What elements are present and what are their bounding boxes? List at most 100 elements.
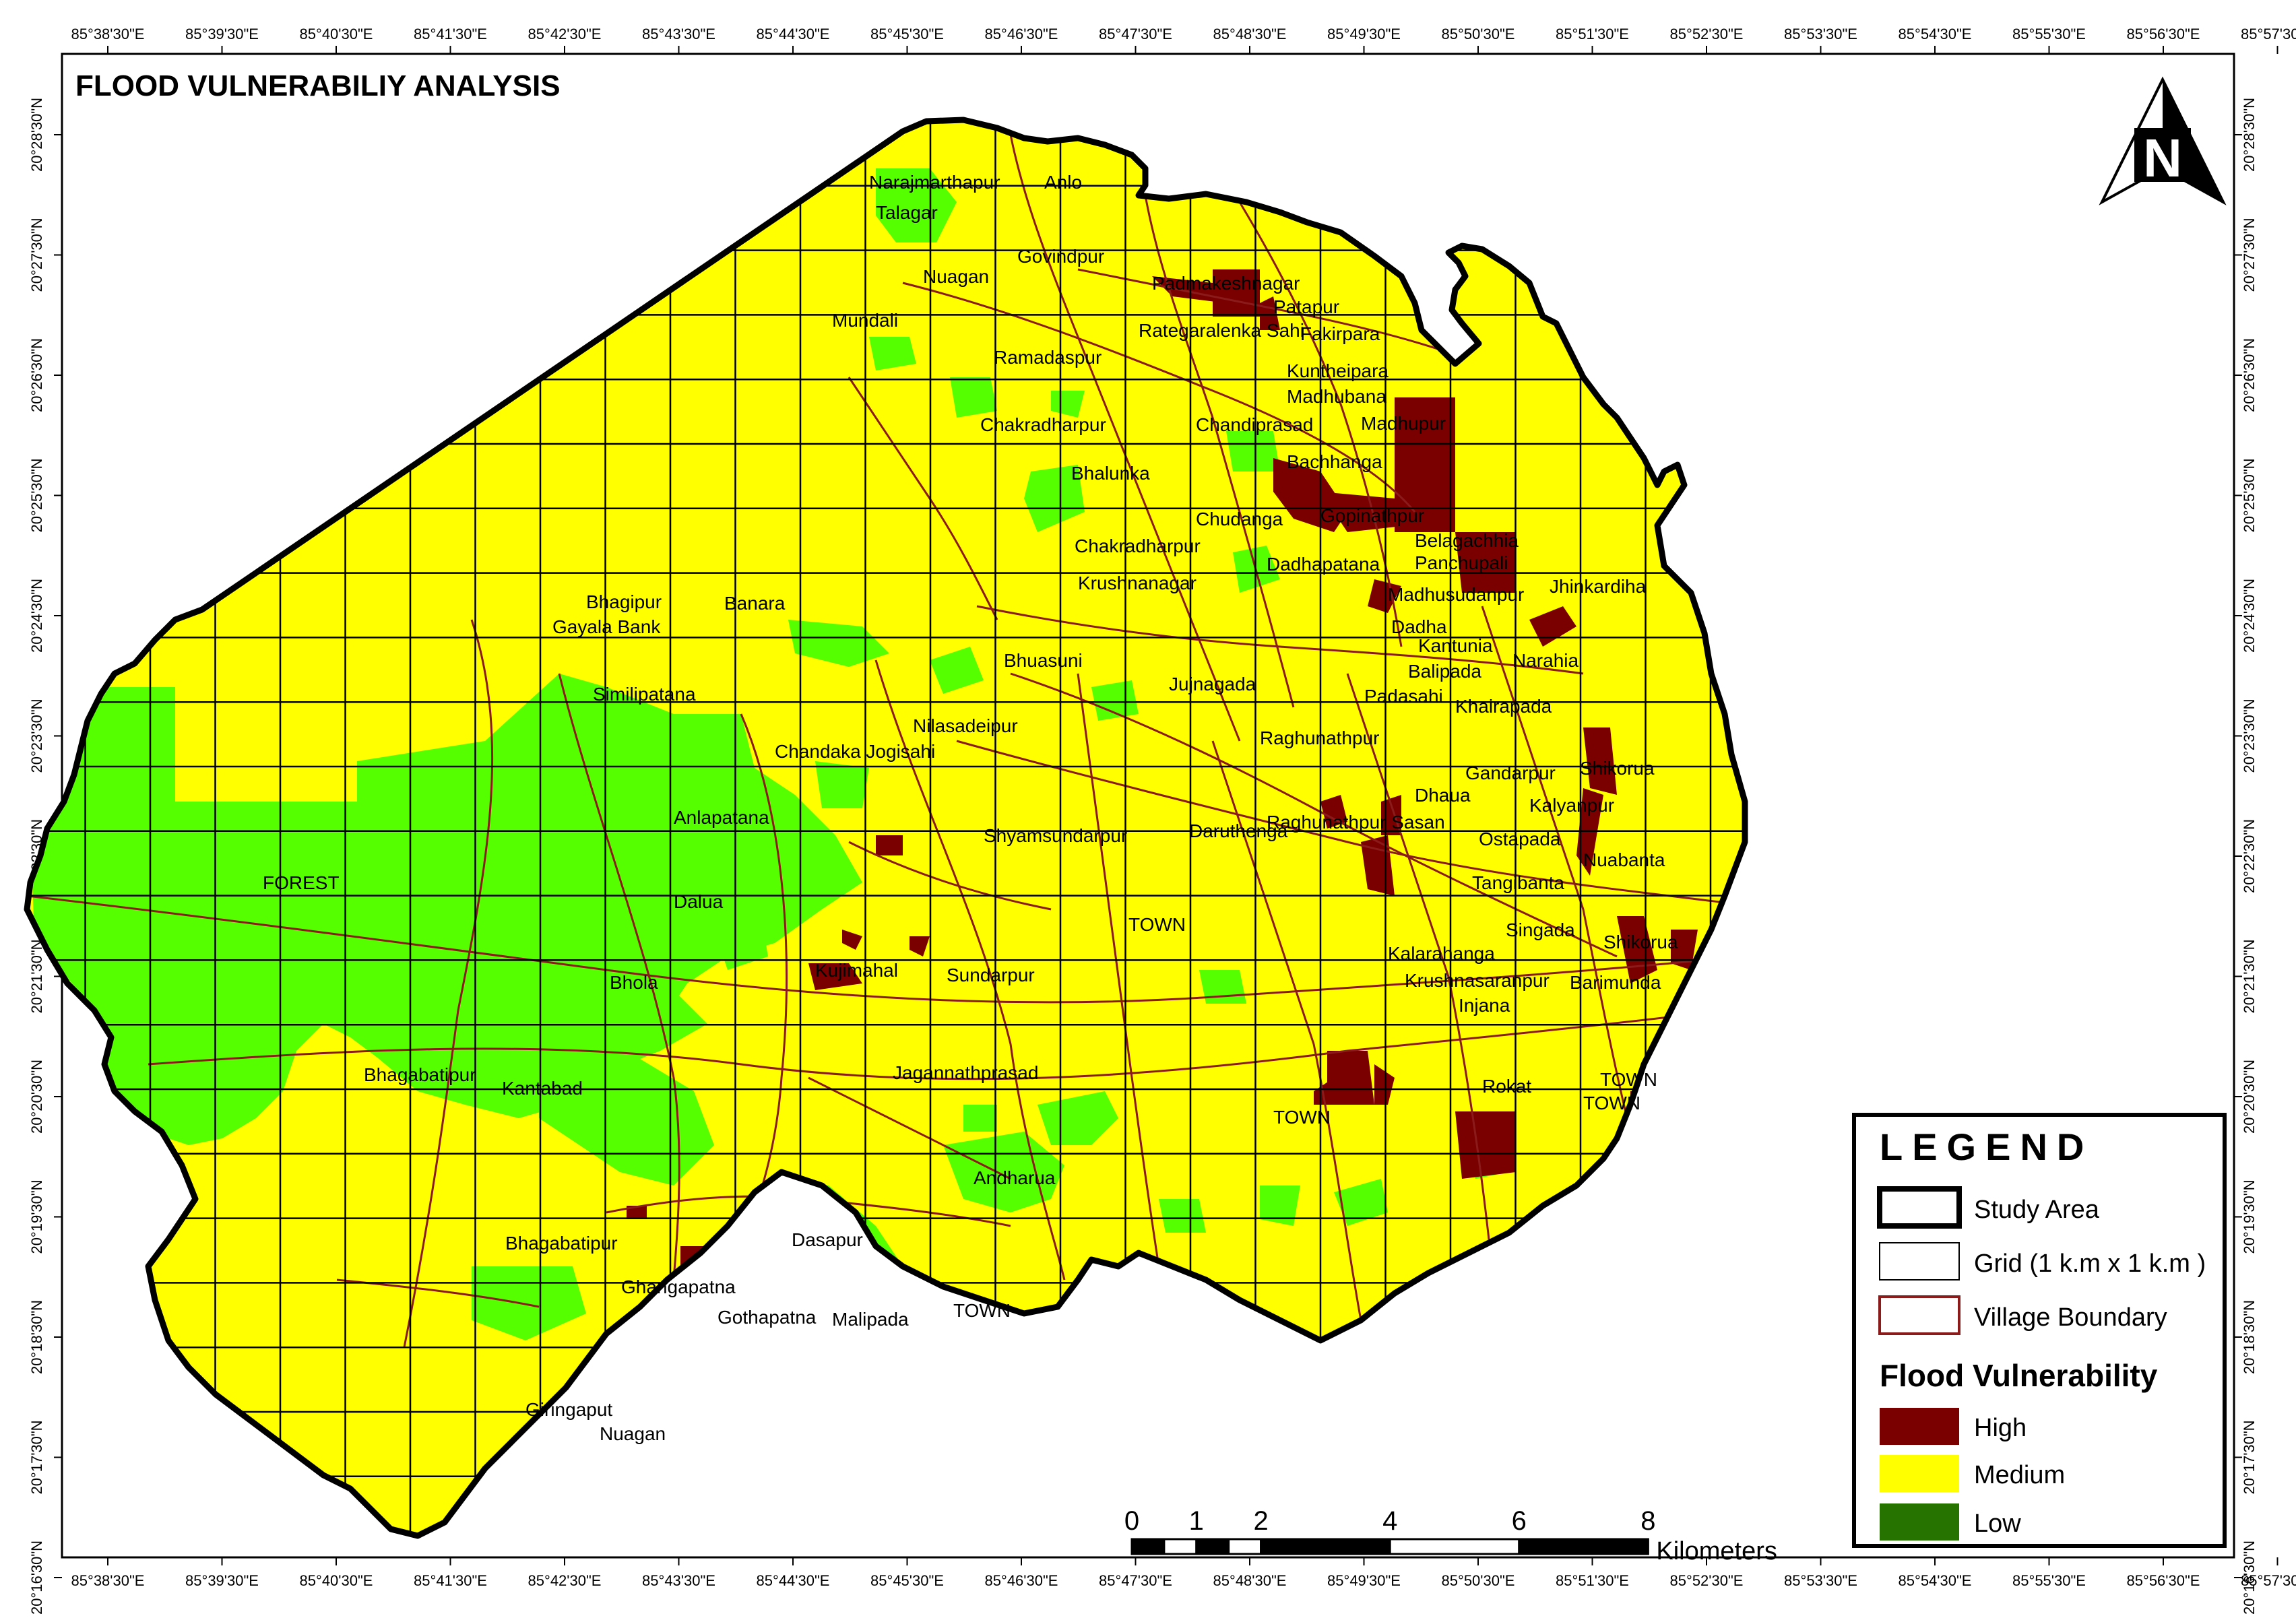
- village-label: Krushnanagar: [1078, 573, 1197, 593]
- lat-label-right: 20°21'30"N: [2241, 939, 2258, 1013]
- low-zone: [714, 916, 768, 970]
- village-label: Patapur: [1273, 296, 1339, 317]
- village-label: Bhagabatipur: [505, 1233, 618, 1254]
- legend-medium-label: Medium: [1974, 1461, 2065, 1489]
- high-zone: [1583, 727, 1617, 795]
- village-label: Madhusudanpur: [1388, 584, 1524, 605]
- village-boundary-line: [1077, 268, 1442, 352]
- village-boundary-line: [148, 1009, 1725, 1080]
- village-label: Nuagan: [600, 1423, 666, 1444]
- lon-label-top: 85°44'30"E: [757, 26, 830, 42]
- lon-label-bottom: 85°42'30"E: [528, 1572, 602, 1589]
- lon-label-top: 85°54'30"E: [1899, 26, 1972, 42]
- village-label: Similipatana: [593, 684, 696, 705]
- legend-high-label: High: [1974, 1414, 2027, 1442]
- village-label: Shyamsundarpur: [984, 825, 1127, 846]
- lat-label-right: 20°23'30"N: [2241, 699, 2258, 773]
- lon-label-bottom: 85°40'30"E: [300, 1572, 373, 1589]
- lat-label-left: 20°17'30"N: [28, 1420, 45, 1494]
- village-label: Mundali: [832, 310, 898, 331]
- village-boundary-line: [848, 841, 1052, 911]
- village-label: Anlapatana: [674, 807, 769, 828]
- lat-label-right: 20°16'30"N: [2241, 1541, 2258, 1615]
- lat-label-left: 20°16'30"N: [28, 1541, 45, 1615]
- scale-tick-label: 4: [1382, 1506, 1397, 1536]
- low-zone: [943, 1132, 1064, 1212]
- lat-label-left: 20°18'30"N: [28, 1300, 45, 1374]
- lon-label-bottom: 85°52'30"E: [1670, 1572, 1744, 1589]
- lon-label-top: 85°51'30"E: [1556, 26, 1629, 42]
- lon-label-top: 85°42'30"E: [528, 26, 602, 42]
- village-label: Kuntheipara: [1287, 360, 1389, 381]
- north-arrow-letter: N: [2143, 128, 2182, 188]
- village-label: FOREST: [263, 872, 340, 893]
- north-arrow-icon: N: [2099, 76, 2227, 205]
- lat-label-left: 20°25'30"N: [28, 458, 45, 532]
- village-label: TOWN: [1583, 1093, 1640, 1113]
- lon-label-bottom: 85°57'30"E: [2241, 1572, 2296, 1589]
- village-label: Chakradharpur: [1075, 536, 1201, 556]
- lon-label-bottom: 85°54'30"E: [1899, 1572, 1972, 1589]
- village-label: TOWN: [1128, 914, 1186, 935]
- scale-unit-label: Kilometers: [1656, 1537, 1777, 1565]
- village-label: Bhalunka: [1071, 463, 1150, 484]
- village-label: Nuagan: [923, 266, 989, 287]
- village-label: Injana: [1459, 995, 1510, 1016]
- village-label: Nuabanta: [1583, 849, 1665, 870]
- high-zone: [876, 835, 903, 855]
- village-label: Fakirpara: [1300, 323, 1380, 344]
- village-label: Jhinkardiha: [1550, 576, 1647, 597]
- village-label: Padmakeshnagar: [1152, 273, 1300, 294]
- legend-high-swatch: [1880, 1408, 1959, 1445]
- village-label: Narahia: [1512, 650, 1578, 671]
- village-label: Tangibanta: [1472, 872, 1564, 893]
- low-zone: [1260, 1186, 1300, 1226]
- village-label: Ostapada: [1479, 829, 1561, 849]
- lon-label-top: 85°56'30"E: [2127, 26, 2200, 42]
- lon-label-bottom: 85°48'30"E: [1213, 1572, 1287, 1589]
- village-label: Singada: [1506, 919, 1575, 940]
- low-zone: [1334, 1179, 1388, 1226]
- village-label: Dadhapatana: [1267, 554, 1380, 575]
- village-label: Dasapur: [792, 1229, 863, 1250]
- village-boundary-line: [976, 605, 1584, 675]
- village-label: Malipada: [832, 1309, 909, 1330]
- lon-label-bottom: 85°47'30"E: [1099, 1572, 1172, 1589]
- village-label: Bachhanga: [1287, 451, 1382, 472]
- village-label: Chakradharpur: [980, 414, 1106, 435]
- lon-label-bottom: 85°50'30"E: [1442, 1572, 1515, 1589]
- longitude-ticks: 85°38'30"E 85°38'30"E 85°39'30"E 85°39'30"E…: [71, 26, 2296, 1589]
- legend-title: LEGEND: [1880, 1126, 2093, 1168]
- high-zone: [627, 1206, 647, 1219]
- lon-label-top: 85°48'30"E: [1213, 26, 1287, 42]
- village-label: Chandaka Jogisahi: [775, 741, 935, 762]
- village-label: Gothapatna: [718, 1307, 817, 1328]
- lon-label-top: 85°46'30"E: [985, 26, 1058, 42]
- village-label: Ramadaspur: [994, 347, 1102, 368]
- village-boundary-line: [1010, 672, 1618, 958]
- village-label: Raghunathpur: [1260, 727, 1379, 748]
- village-label: Kujimahal: [815, 960, 898, 981]
- legend-grid-swatch: [1879, 1242, 1960, 1281]
- village-label: Bhagipur: [586, 591, 662, 612]
- village-label: Kantabad: [502, 1078, 583, 1099]
- scale-segment: [1389, 1538, 1521, 1555]
- lat-label-left: 20°24'30"N: [28, 579, 45, 653]
- scale-tick-label: 2: [1253, 1506, 1268, 1536]
- latitude-ticks: 20°28'30"N 20°28'30"N 20°27'30"N 20°27'30"N…: [28, 98, 2258, 1615]
- lon-label-bottom: 85°38'30"E: [71, 1572, 145, 1589]
- village-label: Andharua: [974, 1167, 1056, 1188]
- high-zone: [1213, 269, 1260, 317]
- village-label: Panchupali: [1415, 552, 1508, 573]
- lon-label-top: 85°47'30"E: [1099, 26, 1172, 42]
- lon-label-bottom: 85°45'30"E: [870, 1572, 944, 1589]
- village-boundary-line: [956, 740, 1725, 904]
- lon-label-top: 85°41'30"E: [414, 26, 487, 42]
- lon-label-bottom: 85°41'30"E: [414, 1572, 487, 1589]
- lon-label-top: 85°38'30"E: [71, 26, 145, 42]
- lat-label-right: 20°19'30"N: [2241, 1179, 2258, 1254]
- village-boundary-line: [808, 1076, 1011, 1180]
- high-zone: [910, 936, 930, 957]
